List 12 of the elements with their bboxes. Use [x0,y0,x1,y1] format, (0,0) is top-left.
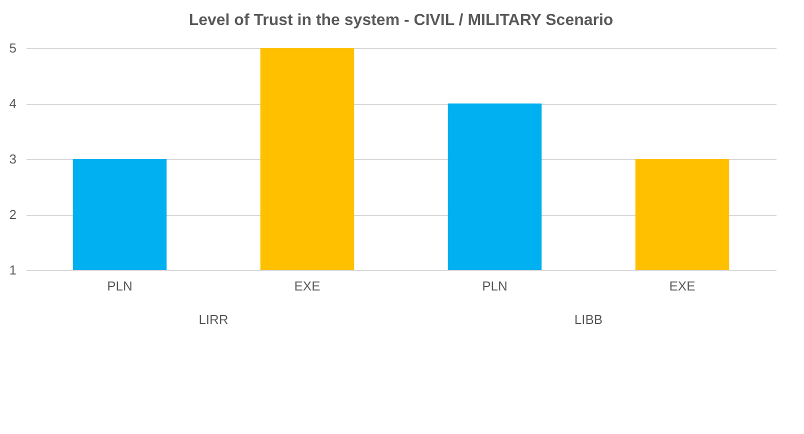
x-tick-label: PLN [107,278,132,294]
y-tick-label: 4 [9,96,16,111]
x-tick-label: EXE [669,278,696,294]
chart-title: Level of Trust in the system - CIVIL / MILITARY Scenario [188,12,614,29]
text: LIRR [198,312,228,327]
y-tick-label: 5 [9,40,16,56]
text: LIBB [574,312,603,327]
y-tick-label: 1 [9,262,16,278]
y-tick-label: 2 [9,207,16,222]
y-tick-label: 3 [9,152,16,166]
x-tick-label: EXE [294,278,321,294]
x-tick-label: PLN [482,278,508,294]
